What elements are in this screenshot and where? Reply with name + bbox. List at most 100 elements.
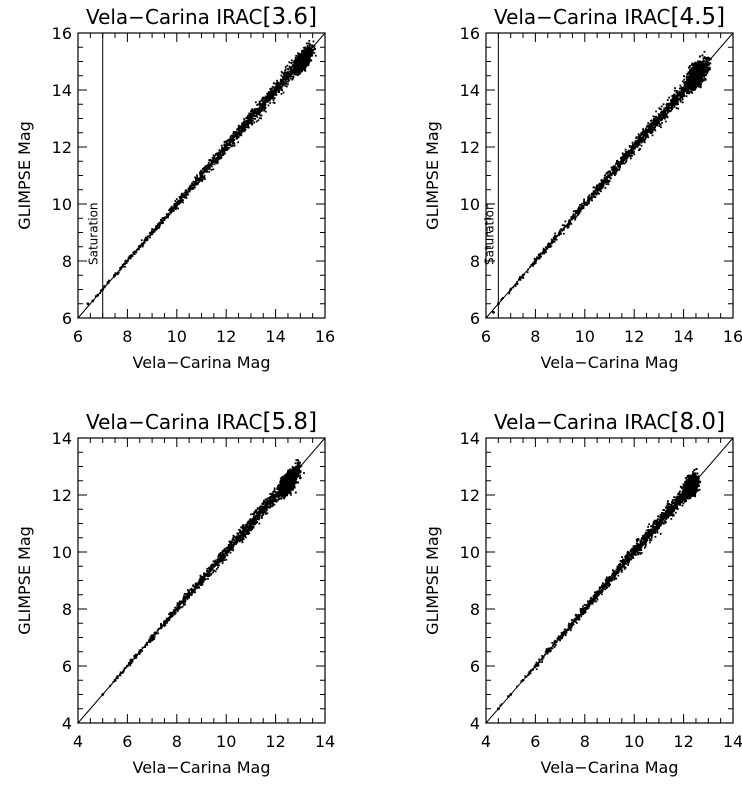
scatter-point: [246, 117, 248, 119]
scatter-point: [302, 46, 305, 49]
scatter-point: [175, 207, 178, 210]
scatter-point: [280, 93, 283, 95]
scatter-point: [645, 127, 647, 130]
scatter-point: [267, 96, 270, 98]
scatter-point: [205, 170, 208, 173]
scatter-point: [223, 144, 226, 147]
scatter-point: [699, 62, 702, 65]
scatter-point: [613, 165, 616, 167]
scatter-point: [191, 182, 193, 185]
scatter-point: [248, 122, 250, 125]
scatter-point: [701, 63, 704, 66]
scatter-point: [299, 56, 302, 59]
scatter-point: [204, 169, 206, 172]
scatter-point: [545, 246, 547, 249]
scatter-point: [250, 119, 252, 122]
scatter-point: [297, 74, 299, 76]
x-tick-label: 14: [265, 327, 285, 346]
x-tick-label: 6: [481, 327, 491, 346]
scatter-point: [225, 143, 228, 145]
scatter-point: [292, 65, 295, 68]
scatter-point: [295, 57, 297, 60]
y-tick-label: 6: [62, 309, 72, 328]
scatter-point: [675, 89, 678, 92]
scatter-point: [600, 190, 602, 193]
scatter-point: [687, 71, 690, 74]
scatter-point: [647, 126, 650, 129]
scatter-point: [696, 77, 699, 80]
scatter-point: [664, 113, 667, 115]
scatter-point: [555, 238, 558, 241]
scatter-point: [569, 221, 572, 223]
scatter-point: [664, 110, 667, 113]
scatter-point: [508, 292, 511, 295]
scatter-point: [257, 113, 260, 115]
scatter-point: [594, 188, 597, 191]
scatter-point: [201, 176, 203, 178]
scatter-point: [650, 124, 653, 126]
scatter-point: [572, 214, 575, 217]
scatter-point: [181, 195, 184, 198]
scatter-point: [283, 76, 286, 78]
scatter-point: [247, 117, 250, 120]
scatter-point: [663, 110, 666, 113]
scatter-point: [158, 221, 161, 224]
scatter-point: [687, 72, 690, 75]
scatter-point: [633, 143, 636, 145]
scatter-point: [290, 59, 293, 62]
scatter-point: [304, 46, 307, 49]
scatter-point: [676, 99, 678, 102]
scatter-point: [704, 71, 707, 73]
scatter-point: [285, 75, 288, 78]
scatter-point: [631, 141, 634, 144]
scatter-point: [282, 78, 284, 81]
scatter-point: [292, 76, 295, 78]
scatter-point: [228, 146, 231, 149]
scatter-point: [650, 119, 652, 122]
scatter-point: [629, 146, 632, 148]
scatter-point: [666, 116, 669, 119]
scatter-point: [605, 181, 608, 183]
scatter-point: [306, 47, 309, 50]
scatter-point: [607, 183, 610, 186]
y-tick-label: 12: [52, 138, 72, 157]
scatter-point: [187, 193, 190, 196]
y-tick-label: 14: [460, 81, 480, 100]
scatter-point: [591, 199, 593, 202]
scatter-point: [608, 170, 611, 173]
scatter-point: [176, 204, 178, 207]
scatter-point: [703, 63, 706, 66]
scatter-point: [202, 177, 205, 180]
scatter-point: [603, 179, 605, 182]
scatter-point: [616, 168, 619, 171]
scatter-point: [638, 136, 641, 138]
scatter-point: [669, 110, 671, 113]
scatter-point: [572, 210, 575, 213]
scatter-point: [696, 74, 699, 77]
scatter-point: [694, 83, 697, 86]
scatter-point: [687, 88, 690, 90]
scatter-point: [308, 54, 311, 57]
scatter-point: [168, 613, 170, 616]
scatter-point: [693, 80, 696, 83]
scatter-point: [257, 111, 259, 114]
scatter-point: [195, 182, 197, 185]
scatter-point: [655, 118, 658, 121]
scatter-point: [271, 85, 274, 88]
scatter-point: [591, 192, 593, 195]
scatter-point: [245, 119, 248, 122]
scatter-point: [658, 107, 661, 110]
scatter-point: [181, 199, 183, 202]
scatter-point: [604, 177, 607, 180]
scatter-point: [232, 134, 234, 137]
scatter-point: [191, 592, 193, 595]
scatter-point: [631, 147, 634, 150]
scatter-point: [693, 71, 696, 74]
scatter-point: [709, 68, 711, 71]
scatter-point: [247, 126, 250, 129]
scatter-point: [650, 122, 653, 125]
scatter-point: [698, 74, 700, 77]
scatter-point: [232, 136, 234, 138]
scatter-point: [146, 239, 148, 242]
